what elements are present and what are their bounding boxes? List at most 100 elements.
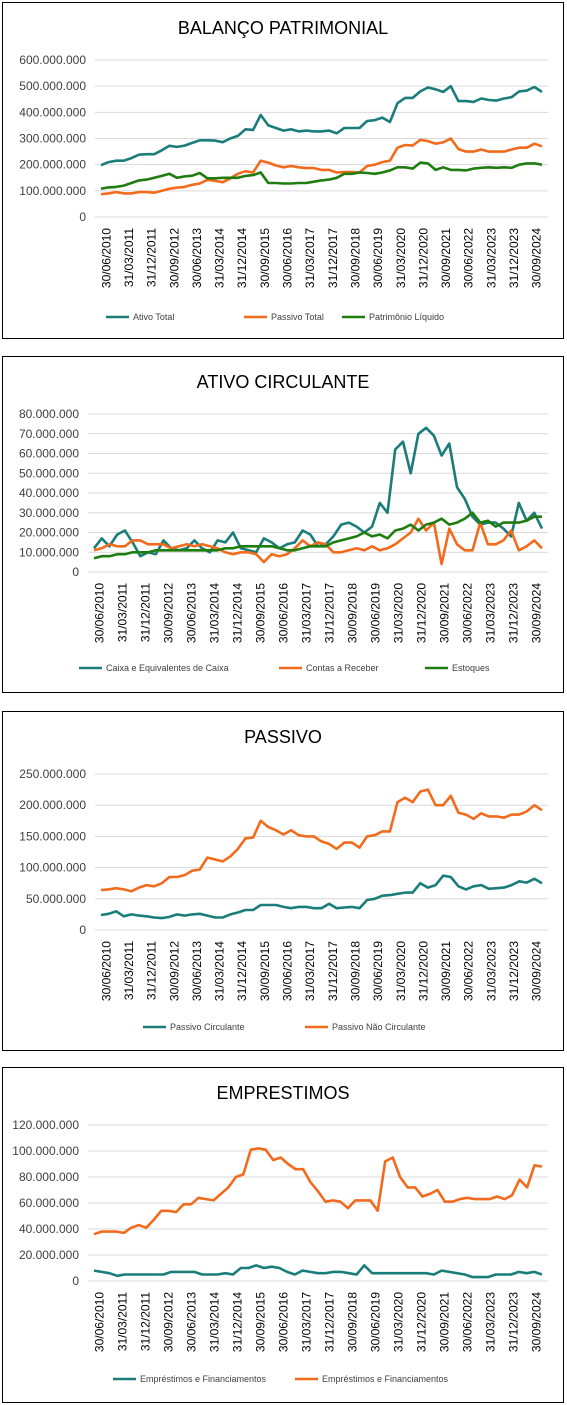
x-tick-label: 30/06/2013: [185, 1292, 199, 1352]
x-tick-label: 30/06/2019: [369, 1292, 383, 1352]
x-tick-label: 31/03/2014: [213, 228, 227, 288]
x-tick-label: 30/06/2010: [99, 228, 113, 288]
x-tick-label: 31/03/2014: [213, 941, 227, 1001]
legend-label: Estoques: [452, 663, 490, 673]
x-tick-label: 31/12/2020: [415, 1292, 429, 1352]
x-tick-label: 30/06/2013: [185, 583, 199, 643]
y-tick-label: 300.000.000: [19, 132, 86, 146]
y-tick-label: 400.000.000: [19, 105, 86, 119]
chart-ativo-circulante: ATIVO CIRCULANTE 0 10.000.000 20.000.000 30.…: [19, 372, 548, 673]
chart-title-balanco: BALANÇO PATRIMONIAL: [178, 18, 388, 38]
legend-label: Ativo Total: [133, 312, 174, 322]
y-tick-label: 0: [79, 210, 86, 224]
legend-label: Patrimônio Líquido: [369, 312, 444, 322]
legend-label: Empréstimos e Financiamentos: [322, 1374, 449, 1384]
x-tick-label: 30/09/2015: [258, 228, 272, 288]
series-line-3: [93, 511, 542, 560]
x-tick-label: 30/09/2018: [346, 1292, 360, 1352]
y-tick-label: 30.000.000: [19, 506, 79, 520]
y-tick-label: 0: [72, 565, 79, 579]
x-tick-label: 31/12/2017: [326, 228, 340, 288]
x-tick-label: 31/03/2014: [208, 583, 222, 643]
y-tick-label: 600.000.000: [19, 53, 86, 67]
y-tick-label: 60.000.000: [19, 1196, 79, 1210]
y-tick-label: 40.000.000: [19, 486, 79, 500]
x-tick-label: 30/09/2024: [530, 228, 544, 288]
y-tick-label: 0: [72, 1274, 79, 1288]
x-tick-label: 31/12/2011: [139, 583, 153, 642]
y-tick-label: 150.000.000: [19, 829, 86, 843]
x-tick-label: 31/03/2020: [394, 228, 408, 288]
y-tick-label: 100.000.000: [19, 861, 86, 875]
x-tick-label: 30/09/2021: [439, 228, 453, 288]
x-tick-label: 31/03/2020: [392, 583, 406, 643]
y-tick-label: 60.000.000: [19, 447, 79, 461]
x-tick-label: 31/03/2011: [122, 228, 136, 287]
chart-title-ativo-circulante: ATIVO CIRCULANTE: [197, 372, 370, 392]
y-tick-label: 10.000.000: [19, 545, 79, 559]
x-tick-label: 31/03/2011: [116, 583, 130, 642]
y-tick-label: 80.000.000: [19, 1170, 79, 1184]
y-tick-label: 200.000.000: [19, 798, 86, 812]
y-tick-label: 20.000.000: [19, 526, 79, 540]
x-tick-label: 31/12/2023: [507, 583, 521, 643]
series-line-2: [100, 137, 543, 196]
x-tick-label: 31/12/2020: [416, 228, 430, 288]
y-tick-label: 100.000.000: [12, 1144, 79, 1158]
series-line-3: [100, 161, 543, 190]
x-tick-label: 31/03/2023: [484, 1292, 498, 1352]
x-tick-label: 31/03/2011: [122, 941, 136, 1000]
x-tick-label: 30/09/2015: [254, 1292, 268, 1352]
chart-panel-ativo-circulante: ATIVO CIRCULANTE 0 10.000.000 20.000.000 30.…: [2, 356, 564, 693]
x-tick-label: 30/06/2016: [281, 228, 295, 288]
x-tick-label: 30/09/2018: [348, 228, 362, 288]
x-tick-label: 30/06/2016: [281, 941, 295, 1001]
chart-emprestimos: EMPRESTIMOS 0 20.000.000 40.000.000 60.000.0…: [12, 1083, 548, 1384]
legend-label: Contas a Receber: [306, 663, 379, 673]
legend-label: Passivo Não Circulante: [332, 1022, 426, 1032]
x-tick-label: 30/06/2010: [93, 1292, 107, 1352]
x-tick-label: 30/06/2019: [371, 941, 385, 1001]
x-tick-label: 31/12/2014: [231, 583, 245, 643]
series-line-1: [100, 84, 543, 167]
y-tick-label: 50.000.000: [19, 466, 79, 480]
y-tick-label: 50.000.000: [26, 892, 86, 906]
x-tick-label: 31/12/2014: [235, 941, 249, 1001]
x-tick-label: 31/03/2017: [303, 228, 317, 288]
x-tick-label: 31/12/2020: [416, 941, 430, 1001]
y-tick-label: 200.000.000: [19, 158, 86, 172]
x-tick-label: 30/09/2024: [530, 1292, 544, 1352]
x-tick-label: 31/03/2017: [300, 583, 314, 643]
x-tick-label: 30/06/2022: [462, 941, 476, 1001]
y-tick-label: 80.000.000: [19, 407, 79, 421]
y-tick-label: 0: [79, 923, 86, 937]
series-line-2: [93, 1147, 543, 1236]
x-tick-label: 30/06/2022: [461, 583, 475, 643]
chart-passivo: PASSIVO 0 50.000.000 100.000.000 150.000.000…: [19, 727, 548, 1032]
x-tick-label: 31/12/2023: [507, 1292, 521, 1352]
x-tick-label: 31/12/2011: [145, 228, 159, 287]
x-tick-label: 30/09/2012: [167, 228, 181, 288]
x-tick-label: 31/03/2014: [208, 1292, 222, 1352]
x-tick-label: 30/09/2018: [346, 583, 360, 643]
x-tick-label: 30/06/2010: [93, 583, 107, 643]
x-tick-label: 30/06/2016: [277, 1292, 291, 1352]
x-tick-label: 30/06/2010: [99, 941, 113, 1001]
x-tick-label: 31/12/2014: [231, 1292, 245, 1352]
y-tick-label: 70.000.000: [19, 427, 79, 441]
x-tick-label: 30/06/2013: [190, 228, 204, 288]
series-line-2: [93, 517, 543, 566]
x-tick-label: 31/03/2020: [392, 1292, 406, 1352]
x-tick-label: 30/06/2016: [277, 583, 291, 643]
y-tick-label: 250.000.000: [19, 767, 86, 781]
series-line-1: [93, 1264, 543, 1279]
y-tick-label: 500.000.000: [19, 79, 86, 93]
legend-label: Passivo Circulante: [170, 1022, 245, 1032]
series-line-1: [100, 874, 543, 920]
chart-title-emprestimos: EMPRESTIMOS: [216, 1083, 349, 1103]
x-tick-label: 30/09/2015: [258, 941, 272, 1001]
x-tick-label: 30/09/2012: [167, 941, 181, 1001]
x-tick-label: 31/03/2023: [484, 228, 498, 288]
x-tick-label: 30/09/2024: [530, 583, 544, 643]
legend-label: Caixa e Equivalentes de Caixa: [106, 663, 229, 673]
